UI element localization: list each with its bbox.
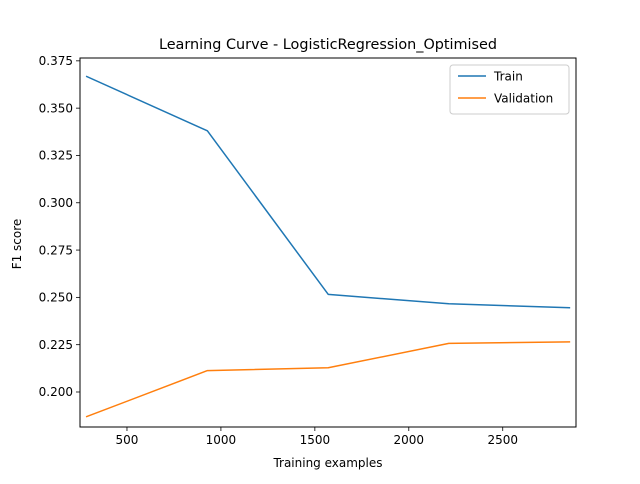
y-axis-label: F1 score: [10, 219, 24, 270]
legend-label-validation: Validation: [494, 91, 553, 105]
plot-area: [80, 58, 576, 427]
y-axis-ticks: 0.200 0.225 0.250 0.275 0.300 0.325 0.350 0.375: [39, 54, 80, 399]
train-series-line: [85, 75, 571, 309]
x-tick-label: 2000: [394, 433, 425, 447]
y-tick-label: 0.375: [39, 54, 73, 68]
y-tick-label: 0.200: [39, 385, 73, 399]
legend-label-train: Train: [493, 69, 523, 83]
y-tick-label: 0.325: [39, 149, 73, 163]
y-tick-label: 0.225: [39, 338, 73, 352]
x-tick-label: 1500: [300, 433, 331, 447]
x-tick-label: 2500: [487, 433, 518, 447]
legend-box: [449, 64, 570, 115]
x-axis-ticks: 500 1000 1500 2000 2500: [116, 427, 518, 447]
x-tick-label: 500: [116, 433, 139, 447]
chart-title: Learning Curve - LogisticRegression_Opti…: [159, 37, 497, 53]
validation-series-line: [85, 341, 571, 418]
x-axis-label: Training examples: [272, 456, 382, 470]
y-tick-label: 0.275: [39, 243, 73, 257]
y-tick-label: 0.350: [39, 101, 73, 115]
legend: Train Validation: [449, 64, 570, 115]
axes-frame: [79, 57, 577, 428]
y-tick-label: 0.250: [39, 291, 73, 305]
series-layer: [85, 75, 571, 418]
y-tick-label: 0.300: [39, 196, 73, 210]
x-tick-label: 1000: [206, 433, 237, 447]
